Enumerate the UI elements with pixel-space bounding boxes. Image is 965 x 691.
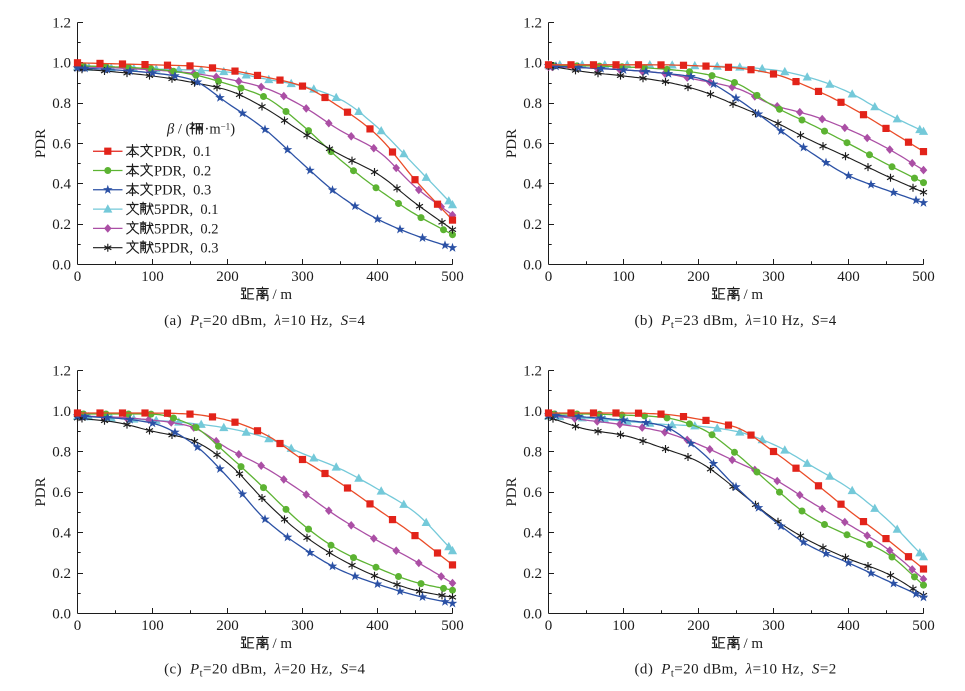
svg-text:0.0: 0.0 [523, 606, 542, 622]
svg-text:0.2: 0.2 [523, 566, 542, 582]
svg-text:500: 500 [441, 618, 464, 634]
svg-text:100: 100 [612, 269, 635, 285]
svg-text:0.2: 0.2 [523, 217, 542, 233]
svg-text:500: 500 [441, 269, 464, 285]
svg-text:5PDR, 0.1: 5PDR, 0.1 [154, 202, 218, 218]
svg-text:400: 400 [837, 618, 860, 634]
svg-text:0.0: 0.0 [523, 257, 542, 273]
svg-text:PDR: PDR [33, 477, 49, 506]
svg-text:1.2: 1.2 [52, 15, 71, 31]
svg-text:200: 200 [216, 269, 239, 285]
svg-text:PDR: PDR [504, 477, 520, 506]
svg-text:200: 200 [687, 618, 710, 634]
svg-text:0.2: 0.2 [52, 566, 71, 582]
svg-text:(c) Pt=20 dBm, λ=20 Hz, S=4: (c) Pt=20 dBm, λ=20 Hz, S=4 [164, 662, 365, 680]
svg-text:0.4: 0.4 [523, 177, 542, 193]
svg-text:0.6: 0.6 [52, 136, 71, 152]
svg-text:500: 500 [912, 269, 935, 285]
svg-text:0.8: 0.8 [523, 444, 542, 460]
svg-text:300: 300 [291, 269, 314, 285]
svg-text:1.2: 1.2 [52, 363, 71, 379]
svg-text:0.4: 0.4 [523, 525, 542, 541]
svg-text:500: 500 [912, 618, 935, 634]
svg-text:0: 0 [545, 618, 553, 634]
svg-text:0: 0 [74, 618, 82, 634]
svg-text:200: 200 [216, 618, 239, 634]
svg-text:/ m: / m [273, 636, 293, 652]
svg-text:1.2: 1.2 [523, 363, 542, 379]
svg-text:0.8: 0.8 [52, 96, 71, 112]
svg-text:0.4: 0.4 [52, 525, 71, 541]
svg-text:0.2: 0.2 [52, 217, 71, 233]
svg-text:1.0: 1.0 [523, 404, 542, 420]
svg-text:400: 400 [366, 269, 389, 285]
svg-text:(b) Pt=23 dBm, λ=10 Hz, S=4: (b) Pt=23 dBm, λ=10 Hz, S=4 [634, 313, 836, 331]
svg-text:100: 100 [612, 618, 635, 634]
svg-text:300: 300 [762, 618, 785, 634]
svg-text:0.8: 0.8 [523, 96, 542, 112]
svg-text:300: 300 [762, 269, 785, 285]
svg-text:200: 200 [687, 269, 710, 285]
svg-text:0.6: 0.6 [523, 485, 542, 501]
svg-text:(a) Pt=20 dBm, λ=10 Hz, S=4: (a) Pt=20 dBm, λ=10 Hz, S=4 [164, 313, 365, 331]
svg-text:100: 100 [141, 618, 164, 634]
svg-text:5PDR, 0.2: 5PDR, 0.2 [154, 221, 218, 237]
svg-text:1.0: 1.0 [52, 404, 71, 420]
svg-text:0: 0 [74, 269, 82, 285]
svg-text:0.6: 0.6 [52, 485, 71, 501]
svg-text:1.0: 1.0 [52, 56, 71, 72]
svg-text:PDR, 0.3: PDR, 0.3 [154, 183, 211, 199]
svg-text:PDR: PDR [504, 129, 520, 158]
svg-text:/ m: / m [744, 636, 764, 652]
svg-text:PDR, 0.1: PDR, 0.1 [154, 144, 211, 160]
svg-text:0.6: 0.6 [523, 136, 542, 152]
svg-text:0.8: 0.8 [52, 444, 71, 460]
svg-text:β / (: β / ( [166, 122, 191, 138]
svg-text:/ m: / m [273, 287, 293, 303]
svg-text:·m−1): ·m−1) [205, 121, 236, 137]
svg-text:PDR, 0.2: PDR, 0.2 [154, 163, 211, 179]
svg-text:300: 300 [291, 618, 314, 634]
svg-text:100: 100 [141, 269, 164, 285]
svg-text:0.0: 0.0 [52, 257, 71, 273]
svg-text:1.0: 1.0 [523, 56, 542, 72]
svg-text:400: 400 [366, 618, 389, 634]
svg-text:0: 0 [545, 269, 553, 285]
svg-text:1.2: 1.2 [523, 15, 542, 31]
svg-text:0.4: 0.4 [52, 177, 71, 193]
svg-text:PDR: PDR [33, 129, 49, 158]
svg-text:400: 400 [837, 269, 860, 285]
svg-text:5PDR, 0.3: 5PDR, 0.3 [154, 241, 218, 257]
svg-text:(d) Pt=20 dBm, λ=10 Hz, S=2: (d) Pt=20 dBm, λ=10 Hz, S=2 [634, 662, 836, 680]
svg-text:0.0: 0.0 [52, 606, 71, 622]
svg-text:/ m: / m [744, 287, 764, 303]
